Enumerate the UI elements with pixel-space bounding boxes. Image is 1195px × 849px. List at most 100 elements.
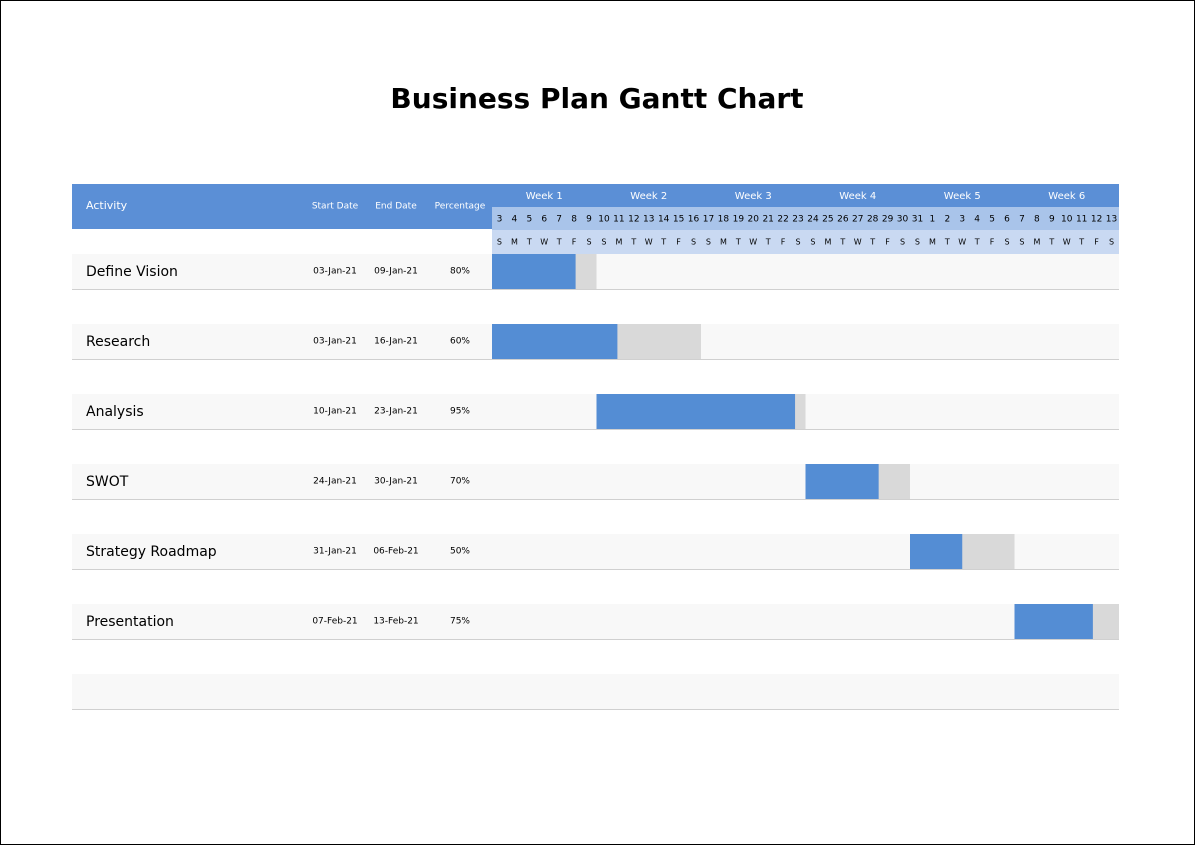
- day-number: 29: [882, 215, 894, 225]
- weekday: W: [645, 238, 653, 247]
- progress-bar: [910, 534, 963, 569]
- day-number: 30: [897, 215, 909, 225]
- weekday: F: [885, 238, 890, 247]
- day-number: 4: [974, 215, 980, 225]
- start-date: 03-Jan-21: [313, 337, 357, 347]
- end-date: 13-Feb-21: [373, 617, 418, 627]
- day-number: 26: [837, 215, 849, 225]
- progress-bar: [805, 464, 879, 499]
- weekday: M: [824, 238, 831, 247]
- weekday: S: [915, 238, 920, 247]
- weekday: S: [810, 238, 815, 247]
- weekday: T: [735, 238, 741, 247]
- weekday: T: [765, 238, 771, 247]
- weekday: M: [929, 238, 936, 247]
- day-number: 31: [912, 215, 923, 225]
- progress-bar: [492, 254, 576, 289]
- day-number: 20: [748, 215, 760, 225]
- weekday: W: [854, 238, 862, 247]
- day-number: 10: [598, 215, 610, 225]
- day-number: 7: [1019, 215, 1025, 225]
- column-header: End Date: [375, 202, 417, 212]
- row-background: [72, 464, 1119, 499]
- day-number: 21: [762, 215, 773, 225]
- end-date: 16-Jan-21: [374, 337, 418, 347]
- progress-bar: [596, 394, 796, 429]
- day-number: 13: [1106, 215, 1117, 225]
- day-number: 18: [718, 215, 730, 225]
- header-band: [72, 184, 492, 229]
- day-number: 8: [571, 215, 577, 225]
- activity: SWOT: [86, 474, 129, 490]
- day-number: 16: [688, 215, 700, 225]
- weekday: T: [556, 238, 562, 247]
- row-background: [72, 674, 1119, 709]
- day-number: 5: [989, 215, 995, 225]
- day-number: 12: [1091, 215, 1102, 225]
- weekday: S: [706, 238, 711, 247]
- percentage: 70%: [450, 477, 470, 487]
- weekday: W: [958, 238, 966, 247]
- day-number: 3: [497, 215, 503, 225]
- day-number: 7: [556, 215, 562, 225]
- weekday: W: [749, 238, 757, 247]
- row-background: [72, 394, 1119, 429]
- week-label: Week 5: [944, 191, 981, 202]
- day-number: 17: [703, 215, 714, 225]
- weekday: W: [1063, 238, 1071, 247]
- start-date: 07-Feb-21: [312, 617, 357, 627]
- weekday: S: [1109, 238, 1114, 247]
- end-date: 09-Jan-21: [374, 267, 418, 277]
- weekday: T: [1048, 238, 1054, 247]
- day-number: 10: [1061, 215, 1073, 225]
- day-number: 28: [867, 215, 879, 225]
- percentage: 95%: [450, 407, 470, 417]
- weekday: T: [944, 238, 950, 247]
- percentage: 75%: [450, 617, 470, 627]
- weekday: S: [900, 238, 905, 247]
- end-date: 06-Feb-21: [373, 547, 418, 557]
- week-label: Week 4: [839, 191, 876, 202]
- weekday: M: [1033, 238, 1040, 247]
- day-number: 12: [628, 215, 639, 225]
- activity: Analysis: [86, 404, 144, 420]
- end-date: 30-Jan-21: [374, 477, 418, 487]
- weekday: S: [497, 238, 502, 247]
- day-number: 9: [1049, 215, 1055, 225]
- percentage: 50%: [450, 547, 470, 557]
- day-band: [492, 207, 1119, 230]
- column-header: Activity: [86, 199, 128, 212]
- day-number: 6: [541, 215, 547, 225]
- weekday: T: [526, 238, 532, 247]
- percentage: 60%: [450, 337, 470, 347]
- day-number: 19: [733, 215, 745, 225]
- weekday: M: [720, 238, 727, 247]
- weekday: F: [572, 238, 577, 247]
- day-number: 25: [822, 215, 833, 225]
- activity: Presentation: [86, 614, 174, 630]
- activity: Research: [86, 334, 150, 350]
- weekday: F: [676, 238, 681, 247]
- activity: Strategy Roadmap: [86, 544, 217, 560]
- weekday: T: [630, 238, 636, 247]
- weekday: S: [691, 238, 696, 247]
- weekday: S: [601, 238, 606, 247]
- start-date: 31-Jan-21: [313, 547, 357, 557]
- progress-bar: [1014, 604, 1093, 639]
- day-number: 5: [526, 215, 532, 225]
- start-date: 10-Jan-21: [313, 407, 357, 417]
- week-label: Week 3: [735, 191, 772, 202]
- week-label: Week 2: [630, 191, 667, 202]
- day-number: 2: [944, 215, 950, 225]
- weekday: F: [1094, 238, 1099, 247]
- activity: Define Vision: [86, 264, 178, 280]
- day-number: 11: [1076, 215, 1087, 225]
- title: Business Plan Gantt Chart: [390, 82, 803, 115]
- weekday: S: [795, 238, 800, 247]
- column-header: Start Date: [312, 202, 359, 212]
- day-number: 8: [1034, 215, 1040, 225]
- weekday: T: [974, 238, 980, 247]
- progress-bar: [492, 324, 618, 359]
